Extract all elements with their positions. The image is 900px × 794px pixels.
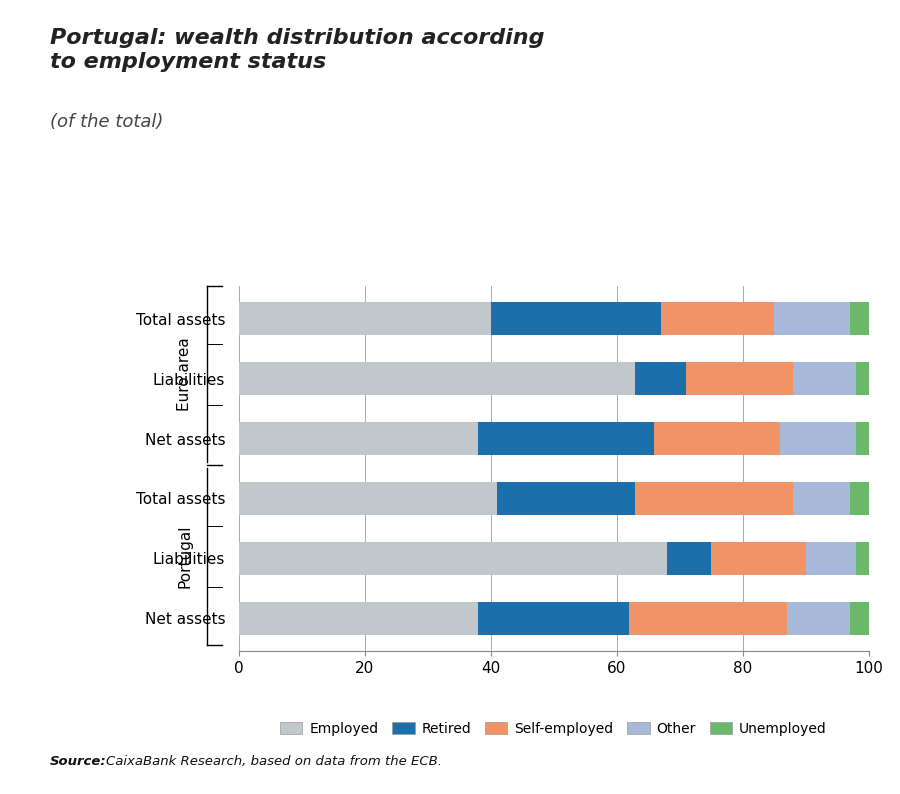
Bar <box>238 422 478 455</box>
Bar <box>793 362 856 395</box>
Bar <box>850 303 868 335</box>
Text: Portugal: Portugal <box>177 525 192 588</box>
Bar <box>856 542 868 575</box>
Bar <box>238 542 667 575</box>
Bar <box>629 602 787 634</box>
Bar <box>238 482 497 515</box>
Text: (of the total): (of the total) <box>50 113 163 131</box>
Bar <box>787 602 850 634</box>
Bar <box>806 542 856 575</box>
Bar <box>491 303 661 335</box>
Bar <box>635 482 793 515</box>
Bar <box>850 482 868 515</box>
Bar <box>635 362 686 395</box>
Text: Source:: Source: <box>50 755 106 768</box>
Bar <box>478 602 629 634</box>
Bar <box>238 303 490 335</box>
Bar <box>686 362 793 395</box>
Bar <box>654 422 780 455</box>
Bar <box>856 422 868 455</box>
Legend: Employed, Retired, Self-employed, Other, Unemployed: Employed, Retired, Self-employed, Other,… <box>274 716 833 742</box>
Bar <box>478 422 654 455</box>
Bar <box>856 362 868 395</box>
Bar <box>667 542 711 575</box>
Text: Portugal: wealth distribution according
to employment status: Portugal: wealth distribution according … <box>50 28 544 71</box>
Bar <box>238 602 478 634</box>
Text: Euro area: Euro area <box>177 337 192 411</box>
Bar <box>780 422 856 455</box>
Bar <box>793 482 850 515</box>
Text: CaixaBank Research, based on data from the ECB.: CaixaBank Research, based on data from t… <box>106 755 442 768</box>
Bar <box>661 303 774 335</box>
Bar <box>774 303 850 335</box>
Bar <box>711 542 806 575</box>
Bar <box>497 482 635 515</box>
Bar <box>850 602 868 634</box>
Bar <box>238 362 635 395</box>
